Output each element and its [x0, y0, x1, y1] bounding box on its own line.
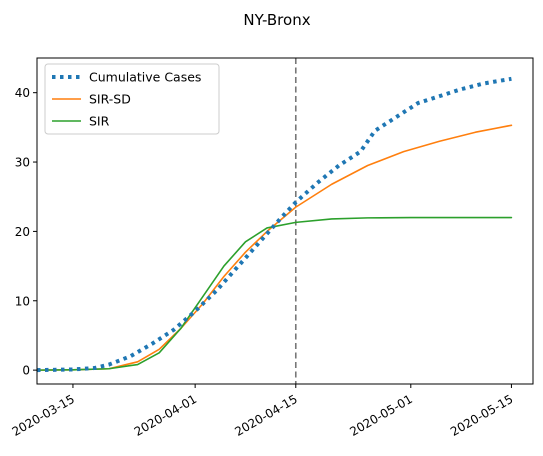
x-tick-label: 2020-03-15	[10, 392, 77, 439]
x-tick-label: 2020-05-01	[347, 392, 414, 439]
y-axis: 0 10 20 30 40	[15, 86, 37, 378]
plot-frame	[36, 57, 534, 385]
series-line-sir-sd	[36, 124, 513, 371]
chart-title: NY-Bronx	[243, 11, 310, 29]
legend-box	[44, 63, 220, 135]
y-tick-label: 0	[22, 364, 30, 378]
legend-label: SIR	[89, 114, 110, 129]
y-tick-label: 20	[15, 225, 30, 239]
series-line-cumulative-cases	[36, 76, 512, 373]
y-tick-label: 40	[15, 86, 30, 100]
x-axis: 2020-03-15 2020-04-01 2020-04-15 2020-05-01…	[10, 384, 515, 439]
x-tick-label: 2020-04-01	[132, 392, 199, 439]
x-tick-label: 2020-04-15	[232, 392, 299, 439]
y-tick-label: 10	[15, 294, 30, 308]
legend-label: Cumulative Cases	[89, 70, 201, 85]
legend: Cumulative Cases SIR-SD SIR	[44, 63, 220, 135]
series-line-sir	[36, 216, 513, 371]
y-tick-label: 30	[15, 156, 30, 170]
legend-label: SIR-SD	[89, 92, 131, 107]
x-tick-label: 2020-05-15	[448, 392, 515, 439]
